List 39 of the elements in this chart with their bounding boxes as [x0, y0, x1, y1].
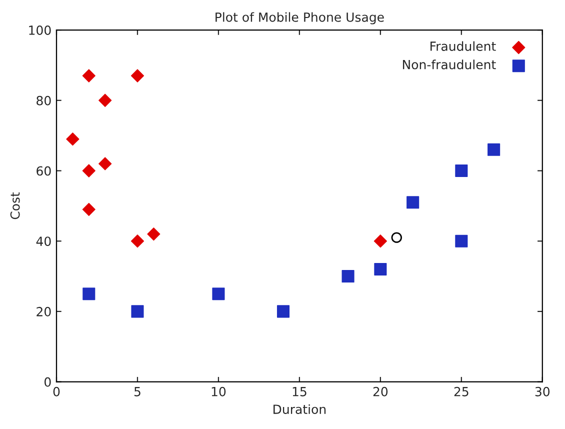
legend-label: Fraudulent — [430, 41, 496, 51]
point — [82, 288, 96, 300]
point — [455, 234, 468, 248]
y-tick-label: 60 — [36, 166, 51, 176]
x-tick-label: 30 — [535, 386, 550, 396]
point — [66, 132, 80, 146]
point — [82, 69, 96, 82]
x-tick-label: 20 — [373, 386, 388, 396]
y-tick-label: 0 — [44, 377, 51, 387]
point — [342, 270, 354, 283]
point — [276, 305, 290, 318]
x-tick-label: 25 — [454, 386, 468, 396]
x-axis-title: Duration — [274, 404, 326, 414]
point — [212, 288, 225, 300]
point — [147, 227, 160, 241]
point — [374, 262, 387, 276]
point — [82, 164, 96, 178]
y-tick-label: 80 — [36, 96, 51, 106]
x-tick-label: 10 — [212, 386, 226, 396]
x-tick-label: 15 — [292, 387, 306, 396]
point — [98, 94, 112, 107]
point — [82, 202, 96, 216]
x-tick-label: 0 — [53, 386, 60, 396]
x-tick-label: 5 — [134, 387, 140, 396]
point — [98, 157, 112, 170]
point — [130, 69, 144, 82]
point — [374, 234, 387, 248]
point — [488, 143, 500, 156]
y-tick-label: 40 — [36, 236, 51, 246]
chart-title: Plot of Mobile Phone Usage — [216, 12, 384, 24]
point — [455, 164, 468, 178]
point — [406, 196, 420, 209]
y-axis-title: Cost — [10, 192, 20, 220]
point — [391, 232, 402, 243]
point — [131, 305, 144, 318]
point — [130, 234, 144, 248]
y-tick-label: 100 — [29, 26, 51, 35]
legend-label: Non-fraudulent — [402, 60, 496, 70]
y-tick-label: 20 — [36, 306, 51, 316]
